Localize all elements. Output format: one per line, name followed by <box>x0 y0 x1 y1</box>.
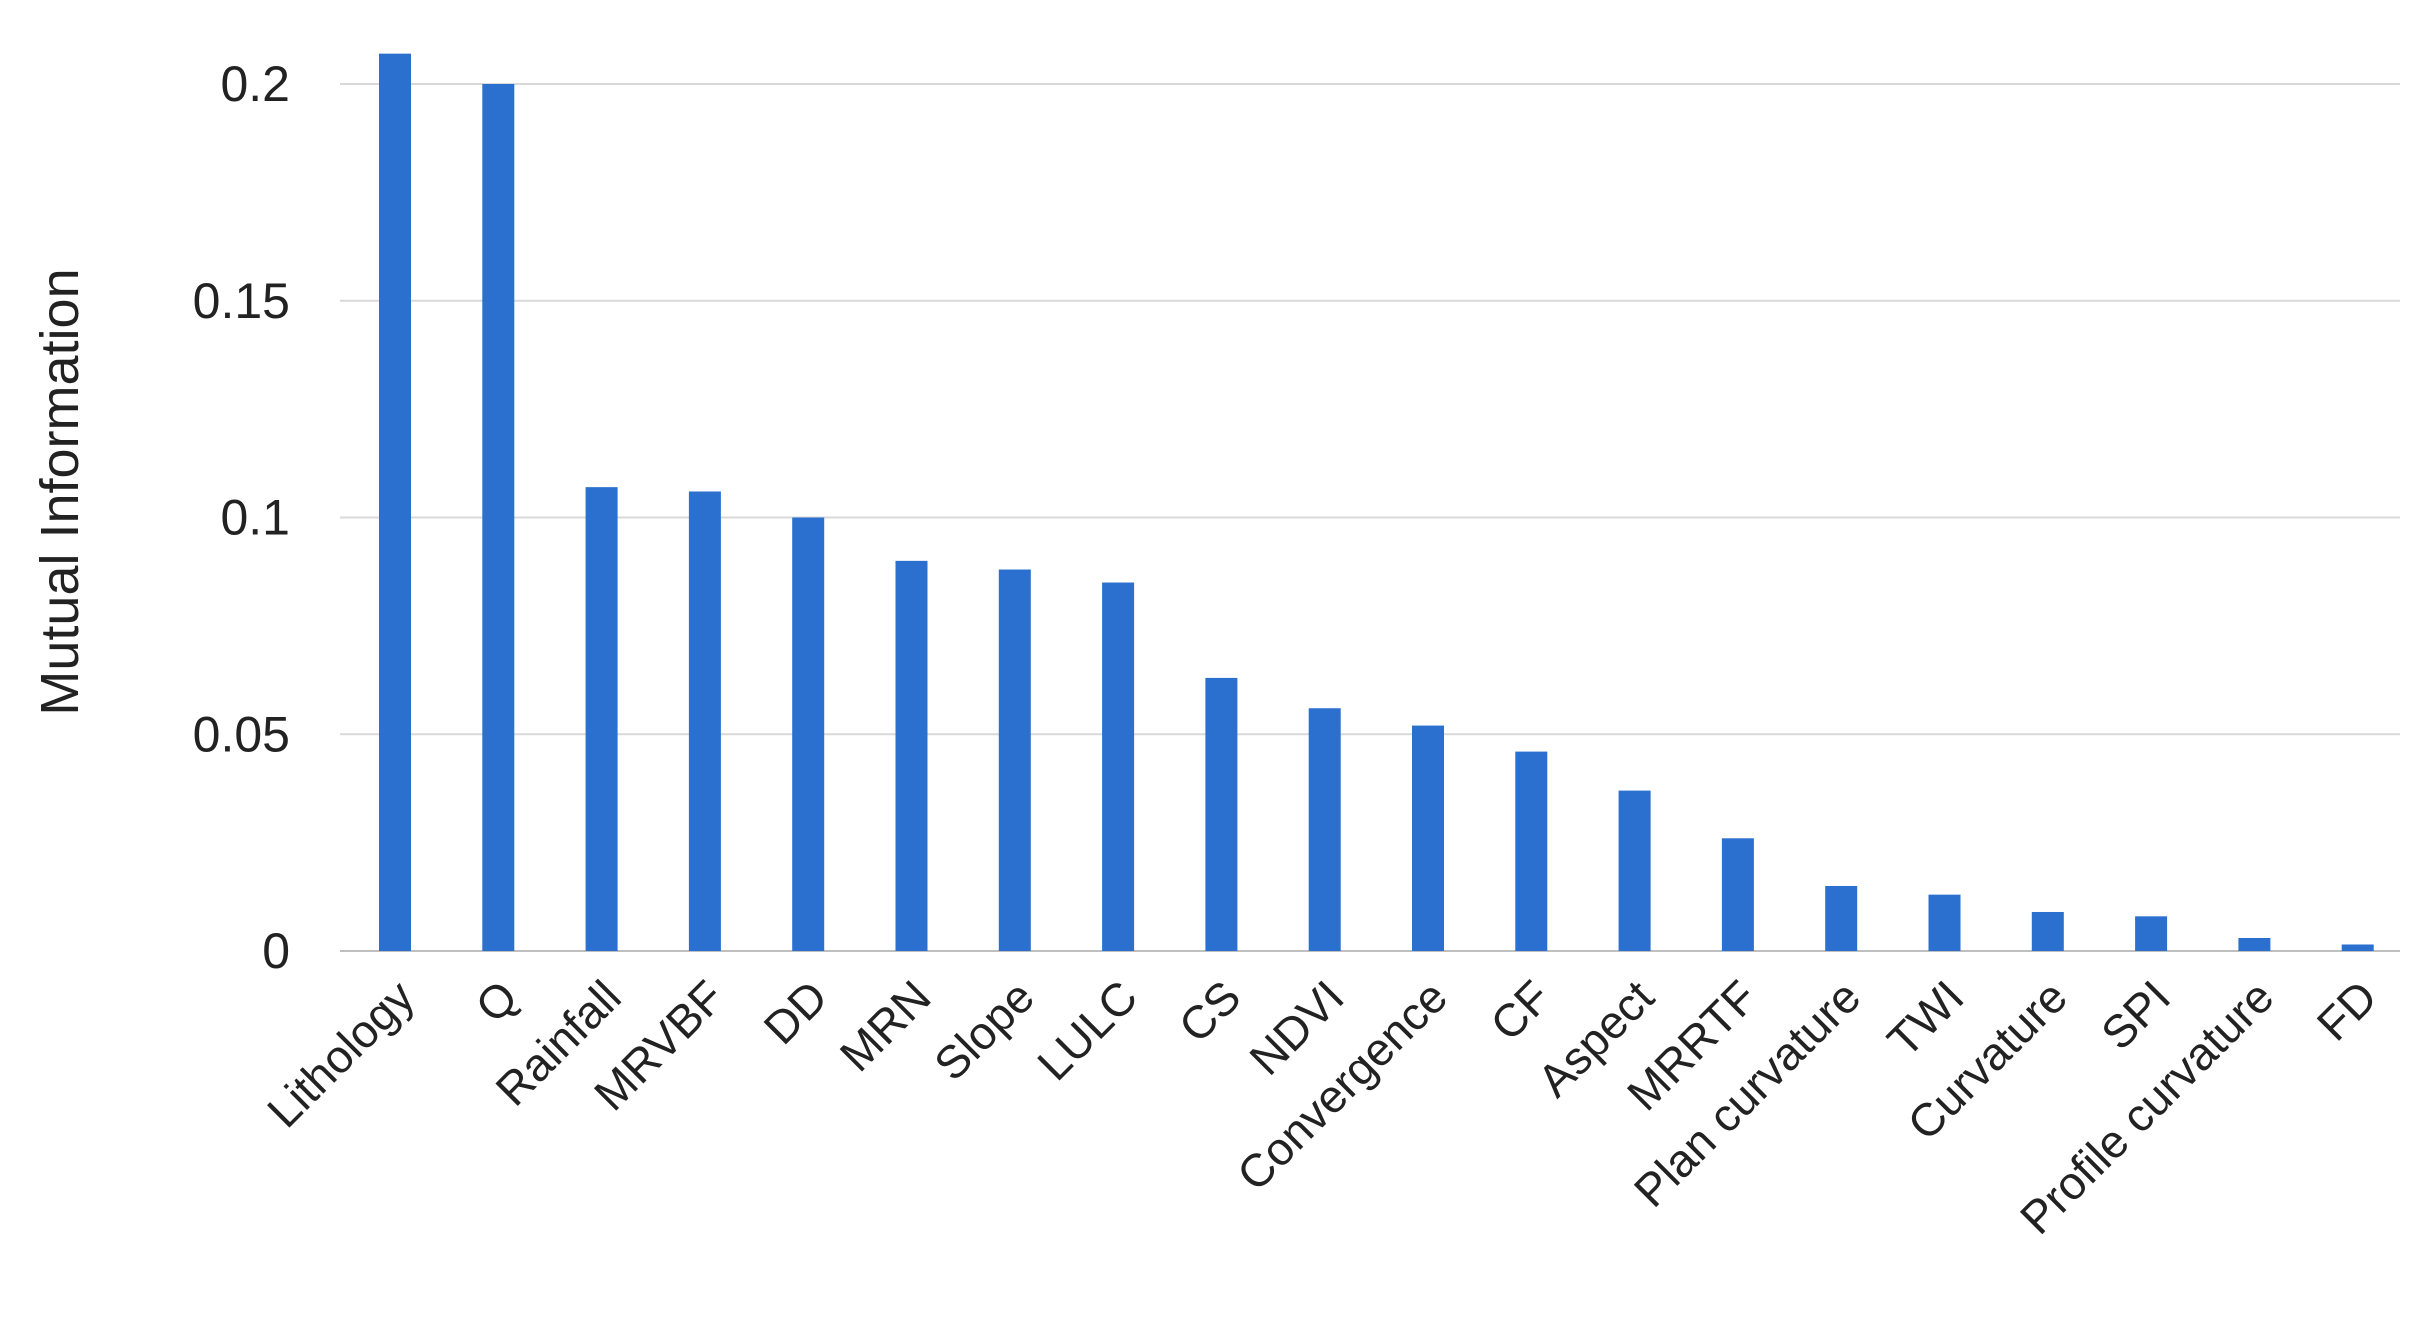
bar-lulc <box>1102 582 1135 951</box>
bar-rainfall <box>585 487 618 951</box>
x-tick-label: SPI <box>2091 970 2180 1059</box>
bar-plan-curvature <box>1825 885 1858 951</box>
x-tick-label: MRN <box>830 970 941 1081</box>
bar-lithology <box>379 53 411 951</box>
y-axis-ticks: 0 0.05 0.1 0.15 0.2 <box>193 56 290 979</box>
bar-mrrtf <box>1721 838 1754 951</box>
bar-ndvi <box>1308 708 1341 951</box>
x-tick-label: Lithology <box>257 970 424 1137</box>
x-tick-label: Q <box>465 970 527 1032</box>
bar-mrn <box>895 560 928 951</box>
bar-cf <box>1515 751 1548 951</box>
bar-cs <box>1205 677 1238 951</box>
y-tick-label: 0.05 <box>193 706 290 762</box>
bar-slope <box>998 569 1031 951</box>
bars <box>379 53 2374 951</box>
x-tick-label: FD <box>2307 970 2387 1050</box>
bar-aspect <box>1618 790 1651 951</box>
x-tick-label: CF <box>1480 970 1560 1050</box>
bar-convergence <box>1412 725 1444 951</box>
bar-dd <box>792 517 825 951</box>
y-tick-label: 0.1 <box>220 490 290 546</box>
x-tick-label: Slope <box>924 970 1044 1090</box>
gridlines <box>340 83 2400 952</box>
y-tick-label: 0.2 <box>220 56 290 112</box>
x-tick-label: DD <box>754 970 838 1054</box>
bar-spi <box>2135 916 2168 951</box>
bar-mrvbf <box>688 491 721 951</box>
bar-q <box>482 84 515 951</box>
bar-twi <box>1928 894 1961 951</box>
y-axis-label: Mutual Information <box>30 268 90 715</box>
bar-profile-curvature <box>2238 937 2271 951</box>
y-tick-label: 0 <box>262 923 290 979</box>
x-tick-label: CS <box>1169 970 1251 1052</box>
bar-fd <box>2341 944 2374 951</box>
bar-curvature <box>2031 911 2064 951</box>
y-tick-label: 0.15 <box>193 273 290 329</box>
x-tick-label: LULC <box>1027 970 1147 1090</box>
